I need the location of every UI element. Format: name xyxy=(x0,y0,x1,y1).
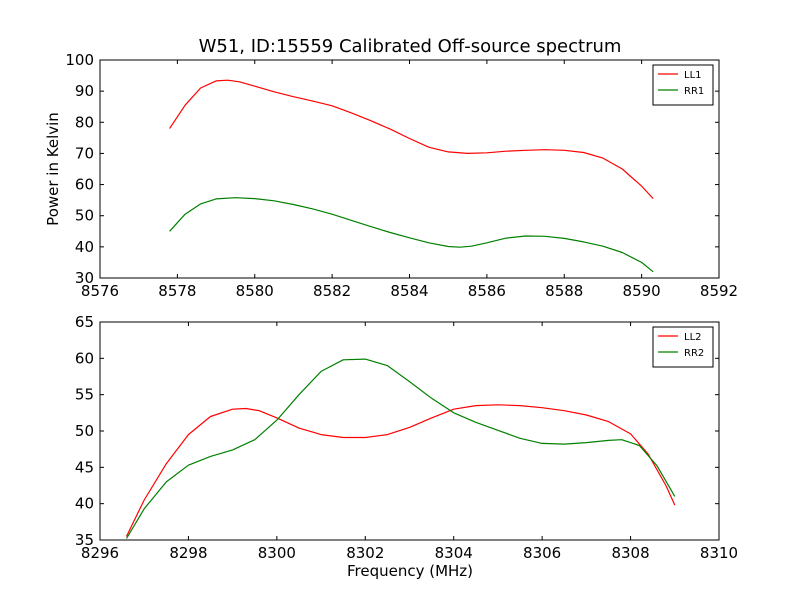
series-line-ll1 xyxy=(169,79,654,200)
y-tick-label: 40 xyxy=(75,238,94,256)
top-plot: 8576 8578 8580 8582 8584 8586 8588 8590 8592 30 40… xyxy=(65,51,738,300)
y-tick-label: 90 xyxy=(75,82,94,100)
x-axis-label: Frequency (MHz) xyxy=(347,562,473,580)
x-tick-label: 8588 xyxy=(545,282,583,300)
x-tick-label: 8310 xyxy=(700,544,738,562)
x-tick-label: 8590 xyxy=(623,282,661,300)
x-tick-label: 8578 xyxy=(158,282,196,300)
y-tick-label: 60 xyxy=(75,349,94,367)
y-tick-label: 45 xyxy=(75,458,94,476)
series-line-rr2 xyxy=(125,358,676,539)
legend-label: LL2 xyxy=(684,332,702,343)
x-tick-label: 8586 xyxy=(468,282,506,300)
y-tick-label: 70 xyxy=(75,144,94,162)
x-tick-label: 8306 xyxy=(523,544,561,562)
x-tick-label: 8298 xyxy=(169,544,207,562)
x-tick-label: 8296 xyxy=(81,544,119,562)
y-tick-label: 55 xyxy=(75,386,94,404)
y-tick-label: 50 xyxy=(75,207,94,225)
y-tick-label: 50 xyxy=(75,422,94,440)
y-tick-label: 40 xyxy=(75,495,94,513)
chart-title: W51, ID:15559 Calibrated Off-source spec… xyxy=(199,36,622,57)
y-tick-label: 60 xyxy=(75,176,94,194)
y-tick-label: 35 xyxy=(75,531,94,549)
legend-label: LL1 xyxy=(684,70,702,81)
legend-box xyxy=(652,64,714,106)
y-axis-label: Power in Kelvin xyxy=(44,112,62,226)
series-group xyxy=(125,358,676,539)
legend-box xyxy=(652,326,714,368)
y-tick-label: 80 xyxy=(75,113,94,131)
x-tick-label: 8592 xyxy=(700,282,738,300)
x-tick-label: 8580 xyxy=(236,282,274,300)
x-tick-label: 8582 xyxy=(313,282,351,300)
y-tick-label: 65 xyxy=(75,313,94,331)
x-tick-label: 8576 xyxy=(81,282,119,300)
x-tick-label: 8300 xyxy=(258,544,296,562)
legend-label: RR1 xyxy=(684,86,704,97)
series-line-ll2 xyxy=(125,404,676,537)
y-tick-label: 30 xyxy=(75,269,94,287)
x-tick-label: 8302 xyxy=(346,544,384,562)
legend-label: RR2 xyxy=(684,348,704,359)
y-tick-label: 100 xyxy=(65,51,94,69)
x-tick-label: 8304 xyxy=(435,544,473,562)
bottom-plot: 8296 8298 8300 8302 8304 8306 8308 8310 35 40 45 50… xyxy=(75,313,738,562)
x-tick-label: 8584 xyxy=(390,282,428,300)
x-tick-label: 8308 xyxy=(611,544,649,562)
series-line-rr1 xyxy=(169,197,654,273)
series-group xyxy=(169,79,654,273)
